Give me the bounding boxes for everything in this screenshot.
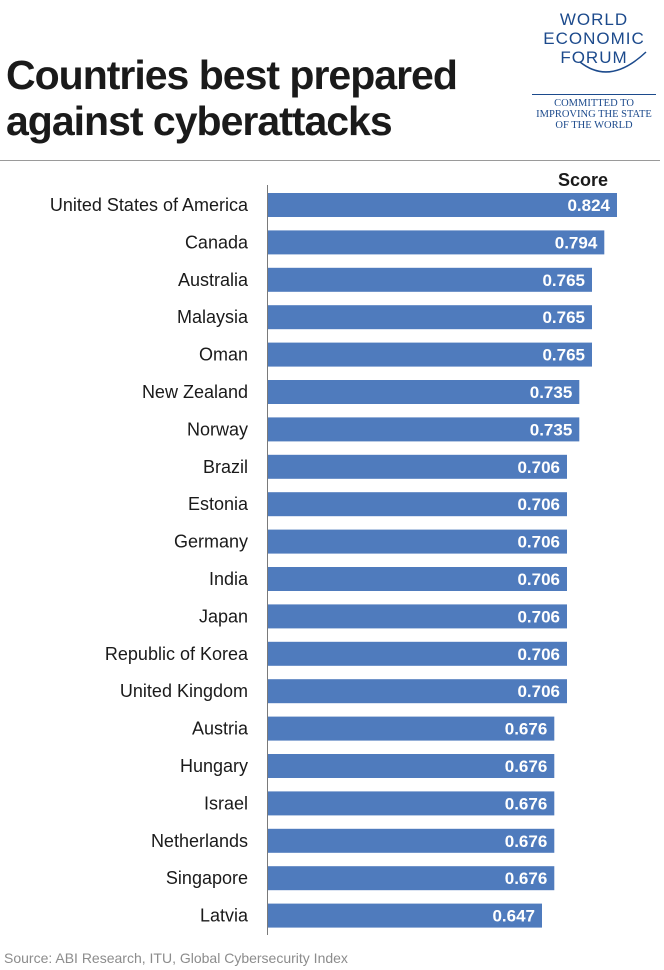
value-label: 0.706 xyxy=(517,495,560,514)
value-label: 0.706 xyxy=(517,645,560,664)
bar-8 xyxy=(268,492,567,517)
value-label: 0.706 xyxy=(517,533,560,552)
category-label: Estonia xyxy=(188,494,249,514)
score-header: Score xyxy=(558,170,609,190)
category-label: Canada xyxy=(185,232,249,252)
bar-9 xyxy=(268,529,567,554)
bar-1 xyxy=(268,230,605,255)
category-label: Brazil xyxy=(203,457,248,477)
bar-17 xyxy=(268,828,555,853)
value-label: 0.735 xyxy=(530,420,573,439)
source-note: Source: ABI Research, ITU, Global Cybers… xyxy=(4,950,348,966)
logo-tagline-2: IMPROVING THE STATE xyxy=(536,109,652,120)
value-label: 0.676 xyxy=(505,794,548,813)
value-label: 0.794 xyxy=(555,233,598,252)
value-label: 0.647 xyxy=(492,907,535,926)
value-label: 0.676 xyxy=(505,757,548,776)
bar-5 xyxy=(268,380,580,404)
bar-0 xyxy=(268,193,617,217)
category-label: Israel xyxy=(204,793,248,813)
value-label: 0.824 xyxy=(567,196,610,215)
bar-13 xyxy=(268,679,567,704)
bar-14 xyxy=(268,716,555,741)
value-label: 0.735 xyxy=(530,383,573,402)
bar-2 xyxy=(268,267,592,292)
bar-6 xyxy=(268,417,580,442)
value-label: 0.676 xyxy=(505,869,548,888)
value-label: 0.706 xyxy=(517,570,560,589)
bar-12 xyxy=(268,641,567,666)
bar-18 xyxy=(268,866,555,891)
logo-tagline-1: COMMITTED TO xyxy=(554,98,634,109)
category-label: Hungary xyxy=(180,756,248,776)
bar-19 xyxy=(268,903,542,928)
bar-15 xyxy=(268,754,555,778)
category-label: Germany xyxy=(174,532,248,552)
logo-word-3: FORUM xyxy=(560,48,628,67)
category-label: New Zealand xyxy=(142,382,248,402)
chart-title-line1: Countries best prepared xyxy=(6,52,458,98)
category-label: United Kingdom xyxy=(120,681,248,701)
value-label: 0.765 xyxy=(542,271,585,290)
bar-11 xyxy=(268,604,567,629)
category-label: Austria xyxy=(192,719,249,739)
title-divider xyxy=(0,160,660,161)
logo-word-1: WORLD xyxy=(559,10,629,29)
category-label: Latvia xyxy=(200,906,249,926)
logo-arc-icon xyxy=(579,51,647,73)
value-label: 0.706 xyxy=(517,458,560,477)
category-label: Australia xyxy=(178,270,249,290)
bar-16 xyxy=(268,791,555,816)
logo-rule xyxy=(532,94,656,95)
chart-title: Countries best prepared against cyberatt… xyxy=(6,52,458,144)
logo-word-2: ECONOMIC xyxy=(543,29,645,48)
value-label: 0.676 xyxy=(505,720,548,739)
bar-3 xyxy=(268,305,592,330)
category-axis-line xyxy=(267,185,268,935)
category-label: Japan xyxy=(199,606,248,626)
value-label: 0.765 xyxy=(542,308,585,327)
category-label: Oman xyxy=(199,345,248,365)
chart-title-line2: against cyberattacks xyxy=(6,98,393,144)
bar-chart: United States of America 0.824 Canada 0.794… xyxy=(50,193,617,928)
category-label: Malaysia xyxy=(177,307,249,327)
logo-tagline: COMMITTED TO IMPROVING THE STATE OF THE … xyxy=(528,98,660,131)
bar-4 xyxy=(268,342,592,367)
value-label: 0.706 xyxy=(517,682,560,701)
category-label: Netherlands xyxy=(151,831,248,851)
logo-tagline-3: OF THE WORLD xyxy=(555,120,633,131)
category-label: Norway xyxy=(187,419,248,439)
value-label: 0.676 xyxy=(505,832,548,851)
category-label: Singapore xyxy=(166,868,248,888)
category-label: Republic of Korea xyxy=(105,644,249,664)
bar-7 xyxy=(268,454,567,479)
value-label: 0.706 xyxy=(517,607,560,626)
value-label: 0.765 xyxy=(542,346,585,365)
category-label: United States of America xyxy=(50,195,249,215)
wef-logo: WORLD ECONOMIC FORUM COMMITTED TO IMPROV… xyxy=(528,8,660,132)
bar-10 xyxy=(268,567,567,591)
category-label: India xyxy=(209,569,249,589)
